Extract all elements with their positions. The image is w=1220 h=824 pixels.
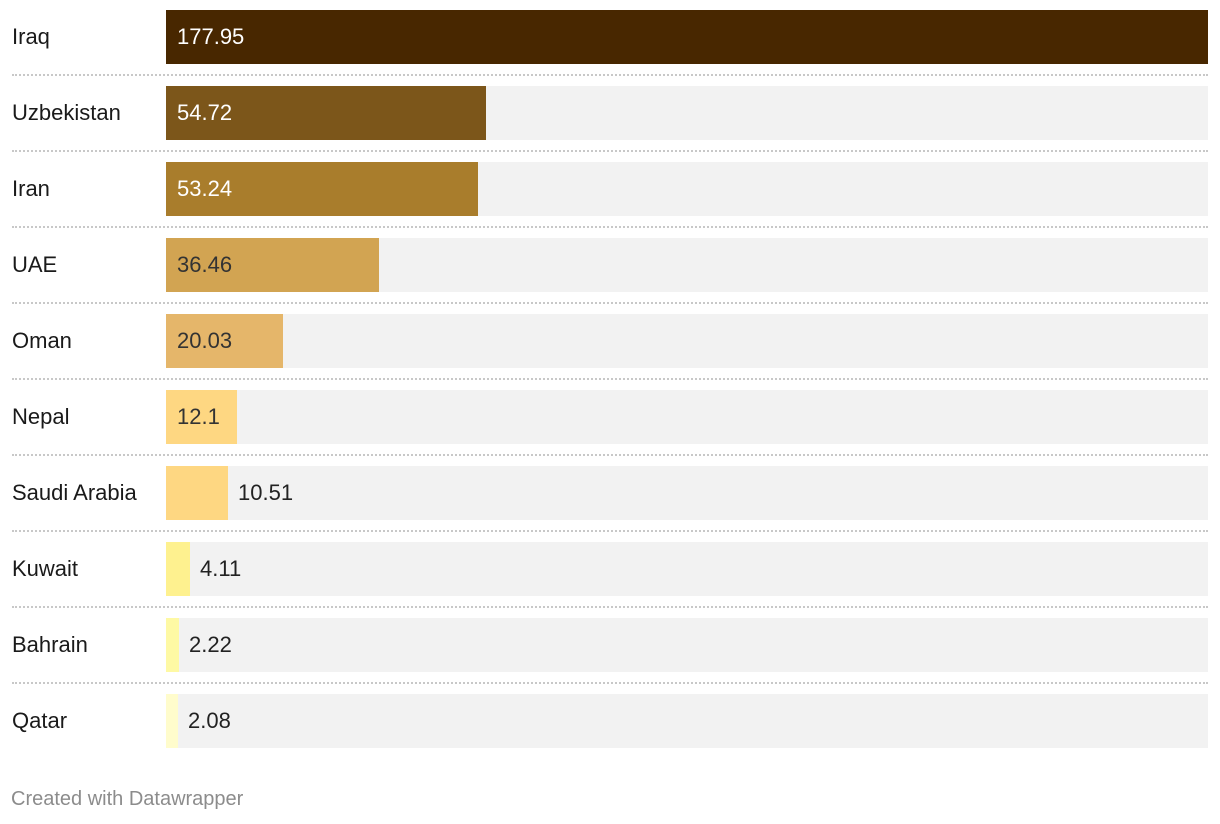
row-separator: [12, 378, 1208, 380]
category-label: Qatar: [12, 708, 68, 733]
row-separator: [12, 682, 1208, 684]
category-label: Bahrain: [12, 632, 88, 657]
category-label: Nepal: [12, 404, 70, 429]
chart-row: Saudi Arabia 10.51: [0, 456, 1220, 532]
row-separator: [12, 150, 1208, 152]
bar-track: 20.03: [166, 314, 1208, 368]
value-label: 54.72: [177, 100, 233, 125]
chart-row: Kuwait 4.11: [0, 532, 1220, 608]
row-separator: [12, 226, 1208, 228]
chart-row: Iran 53.24: [0, 152, 1220, 228]
value-label: 2.22: [189, 632, 232, 657]
value-label: 53.24: [177, 176, 233, 201]
bar-track: 36.46: [166, 238, 1208, 292]
bar-chart: Iraq 177.95 Uzbekistan 54.72 Iran 53.24 UAE 36.…: [0, 0, 1220, 760]
category-label: Uzbekistan: [12, 100, 121, 125]
bar: [166, 86, 486, 140]
value-label: 4.11: [200, 556, 242, 581]
bar: [166, 694, 178, 748]
bar-track: 12.1: [166, 390, 1208, 444]
row-separator: [12, 74, 1208, 76]
row-separator: [12, 454, 1208, 456]
value-label: 177.95: [177, 24, 245, 49]
category-label: Iraq: [12, 24, 50, 49]
bar: [166, 618, 179, 672]
chart-row: Iraq 177.95: [0, 0, 1220, 76]
row-separator: [12, 606, 1208, 608]
chart-row: Bahrain 2.22: [0, 608, 1220, 684]
bar: [166, 466, 228, 520]
bar: [166, 162, 478, 216]
bar-track: 2.08: [166, 694, 1208, 748]
category-label: Oman: [12, 328, 72, 353]
bar-track: 2.22: [166, 618, 1208, 672]
chart-row: Qatar 2.08: [0, 684, 1220, 760]
value-label: 10.51: [238, 480, 294, 505]
value-label: 36.46: [177, 252, 233, 277]
chart-row: Uzbekistan 54.72: [0, 76, 1220, 152]
bar: [166, 314, 283, 368]
chart-row: UAE 36.46: [0, 228, 1220, 304]
bar-track: 4.11: [166, 542, 1208, 596]
bar: [166, 390, 237, 444]
value-label: 12.1: [177, 404, 220, 429]
category-label: Kuwait: [12, 556, 79, 581]
bar: [166, 10, 1208, 64]
bar: [166, 238, 379, 292]
credit-text[interactable]: Created with Datawrapper: [11, 788, 244, 810]
category-label: Iran: [12, 176, 50, 201]
value-label: 20.03: [177, 328, 233, 353]
chart-row: Nepal 12.1: [0, 380, 1220, 456]
chart-row: Oman 20.03: [0, 304, 1220, 380]
category-label: UAE: [12, 252, 58, 277]
bar-track: 177.95: [166, 10, 1208, 64]
bar: [166, 542, 190, 596]
row-separator: [12, 530, 1208, 532]
bar-track: 10.51: [166, 466, 1208, 520]
bar-track: 53.24: [166, 162, 1208, 216]
row-separator: [12, 302, 1208, 304]
bar-track: 54.72: [166, 86, 1208, 140]
category-label: Saudi Arabia: [12, 480, 137, 505]
value-label: 2.08: [188, 708, 231, 733]
